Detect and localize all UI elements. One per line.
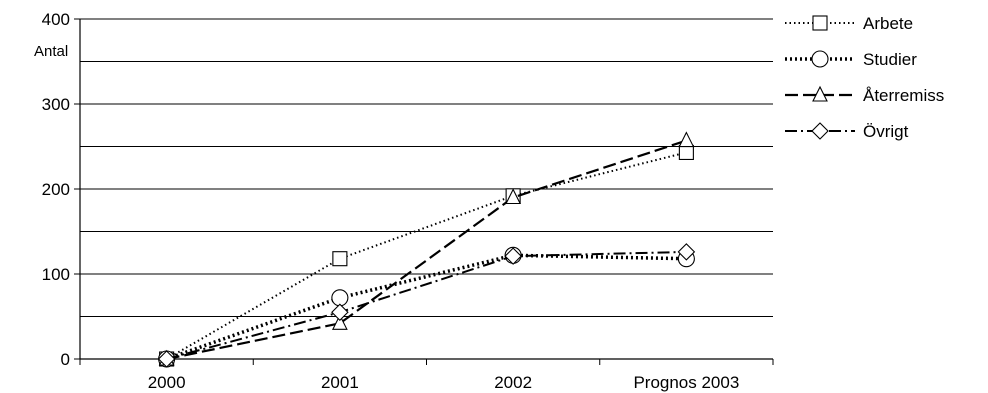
x-tick-label: 2000: [148, 373, 186, 392]
data-point: [678, 144, 694, 160]
y-axis-label: Antal: [34, 43, 68, 60]
series-line: [166, 250, 687, 360]
series-line: [166, 253, 687, 361]
data-point: [157, 350, 176, 368]
data-point: [677, 243, 696, 261]
series-2: [158, 246, 695, 368]
data-point: [505, 188, 522, 205]
data-point: [331, 303, 349, 322]
legend-label: Arbete: [863, 14, 913, 33]
data-point: [504, 247, 522, 265]
series-line: [166, 139, 687, 361]
x-tick-label: 2001: [321, 373, 359, 392]
legend-label: Studier: [863, 50, 917, 69]
data-point: [332, 251, 348, 267]
y-tick-label: 400: [42, 10, 70, 29]
legend-label: Återremiss: [863, 86, 944, 105]
data-point: [678, 131, 695, 148]
series-4: [157, 243, 696, 368]
legend-marker: [812, 85, 828, 102]
y-tick-label: 100: [42, 265, 70, 284]
y-tick-label: 0: [61, 350, 70, 369]
legend: Arbete Studier Återremiss Övrigt: [785, 14, 944, 141]
legend-marker: [811, 122, 829, 140]
legend-item: Arbete: [785, 14, 913, 33]
legend-label: Övrigt: [863, 122, 909, 141]
legend-item: Återremiss: [785, 85, 944, 105]
gridlines: [80, 18, 773, 317]
series-3: [158, 131, 695, 366]
series: [157, 131, 696, 368]
legend-item: Övrigt: [785, 122, 909, 141]
legend-marker: [811, 50, 829, 68]
y-tick-label: 200: [42, 180, 70, 199]
legend-marker: [812, 15, 828, 31]
x-tick-label: Prognos 2003: [633, 373, 739, 392]
series-1: [159, 144, 694, 367]
series-line: [166, 151, 687, 360]
x-tick-label: 2002: [494, 373, 532, 392]
axes: 0 100 200 300 400 2000 2001 2002 Prognos 2003: [42, 10, 774, 392]
data-point: [331, 314, 348, 330]
legend-item: Studier: [785, 50, 917, 69]
data-point: [331, 289, 349, 307]
y-tick-label: 300: [42, 95, 70, 114]
